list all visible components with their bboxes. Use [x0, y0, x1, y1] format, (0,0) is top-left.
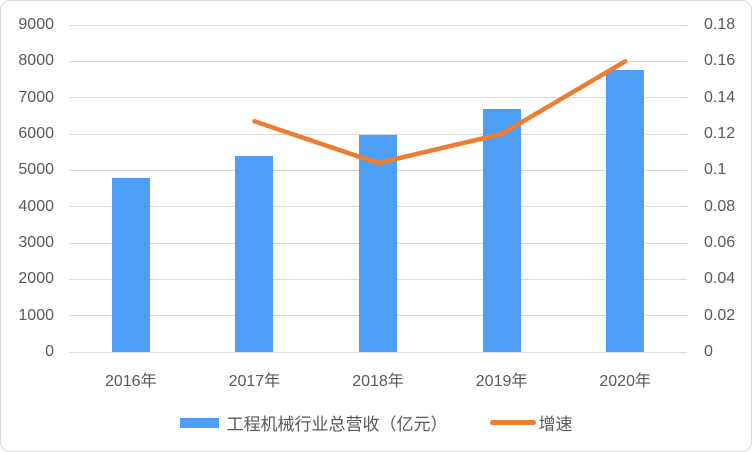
legend-label-growth: 增速 — [538, 415, 573, 434]
gridline — [69, 351, 687, 353]
legend-line-swatch — [489, 420, 536, 425]
y-axis-right-tick-label: 0.18 — [704, 16, 736, 33]
y-axis-left-tick-label: 5000 — [18, 161, 54, 179]
legend-bar-swatch — [179, 417, 219, 428]
x-axis-label: 2019年 — [475, 373, 528, 390]
x-axis-label: 2020年 — [599, 373, 651, 390]
bar-2016年 — [111, 177, 150, 352]
gridline — [69, 97, 687, 99]
y-axis-right-tick-label: 0.04 — [704, 270, 736, 288]
y-axis-left-tick-label: 1000 — [18, 306, 54, 324]
legend: 工程机械行业总营收（亿元） 增速 — [1, 410, 751, 435]
y-axis-left-tick-label: 9000 — [18, 16, 54, 33]
y-axis-right-tick-label: 0.08 — [704, 197, 736, 215]
x-axis-label: 2016年 — [104, 373, 157, 390]
gridline — [69, 60, 687, 62]
x-axis-label: 2018年 — [352, 373, 404, 390]
y-axis-left-tick-label: 3000 — [18, 234, 54, 251]
y-axis-right-tick-label: 0.12 — [704, 125, 736, 142]
y-axis-right-tick-label: 0.16 — [704, 52, 736, 70]
y-axis-left-tick-label: 7000 — [18, 88, 54, 106]
y-axis-right-tick-label: 0 — [704, 343, 713, 360]
y-axis-right-tick-label: 0.14 — [704, 88, 736, 106]
bar-2019年 — [482, 109, 521, 352]
y-axis-left-tick-label: 8000 — [18, 52, 54, 70]
legend-label-revenue: 工程机械行业总营收（亿元） — [226, 415, 448, 434]
y-axis-left-tick-label: 2000 — [18, 270, 54, 288]
y-axis-right-tick-label: 0.06 — [704, 234, 736, 251]
x-axis-label: 2017年 — [228, 373, 281, 390]
gridline — [69, 24, 687, 26]
y-axis-left-tick-label: 0 — [45, 343, 54, 360]
legend-item-growth: 增速 — [489, 410, 573, 435]
bar-2020年 — [606, 70, 645, 352]
y-axis-left-tick-label: 4000 — [18, 197, 54, 215]
y-axis-right-tick-label: 0.1 — [704, 161, 727, 179]
y-axis-right-tick-label: 0.02 — [704, 306, 736, 324]
y-axis-left-tick-label: 6000 — [18, 125, 54, 142]
legend-item-revenue: 工程机械行业总营收（亿元） — [179, 410, 448, 435]
bar-2018年 — [359, 135, 397, 352]
bar-2017年 — [235, 155, 274, 352]
